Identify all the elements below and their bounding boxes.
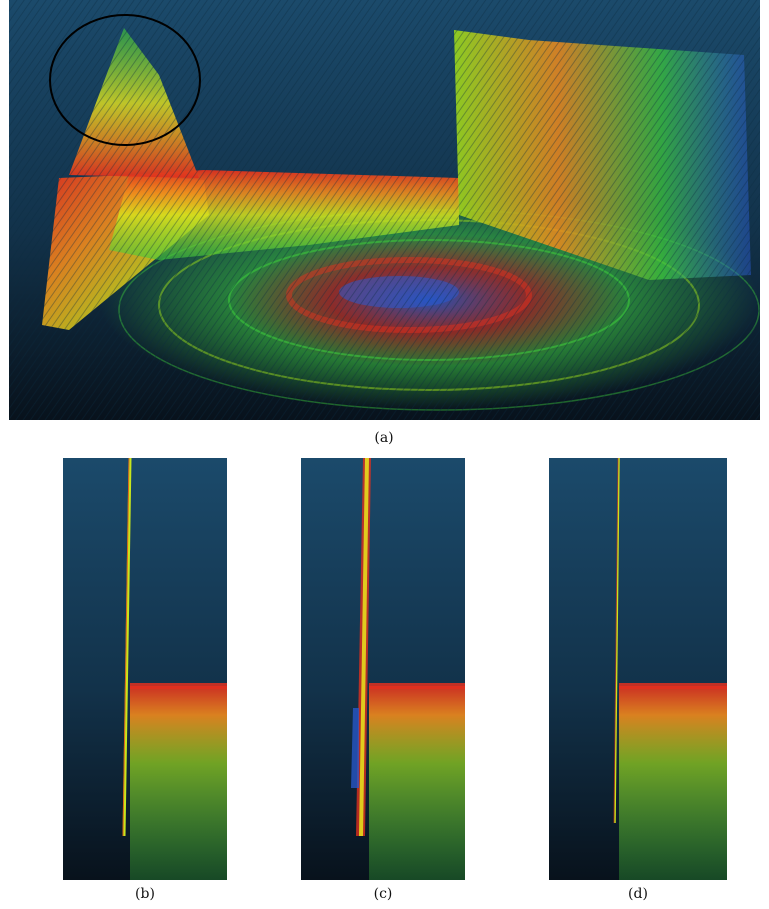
floor-band-points bbox=[369, 686, 465, 880]
vertical-wall-points bbox=[122, 458, 132, 837]
panel-caption-d: (d) bbox=[628, 886, 648, 902]
floor-band-points bbox=[130, 686, 227, 880]
panel-caption-c: (c) bbox=[373, 886, 393, 902]
point-cloud-side-view-c bbox=[301, 458, 465, 880]
point-cloud-overview bbox=[9, 0, 760, 420]
vertical-wall-points bbox=[614, 458, 620, 824]
panel-caption-b: (b) bbox=[135, 886, 155, 902]
panel-caption-a: (a) bbox=[374, 430, 394, 446]
point-cloud-overview-panel bbox=[9, 0, 760, 420]
point-cloud-side-view-b bbox=[63, 458, 227, 880]
highlight-ellipse bbox=[49, 14, 201, 146]
point-cloud-side-view-d bbox=[549, 458, 727, 880]
floor-band-points bbox=[619, 686, 727, 880]
